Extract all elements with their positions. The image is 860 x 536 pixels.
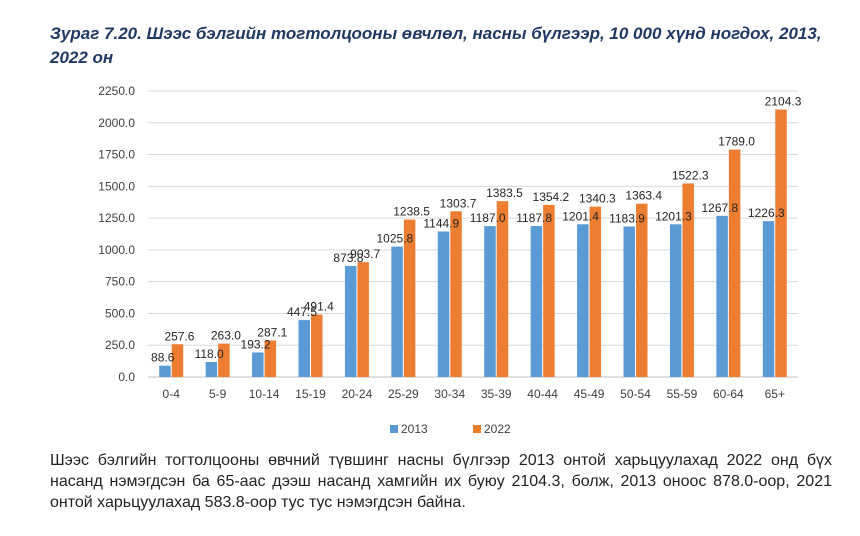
- data-label-2013: 1144.9: [423, 216, 459, 230]
- x-tick-label: 40-44: [527, 387, 558, 401]
- data-label-2013: 1201.3: [655, 209, 692, 223]
- data-label-2013: 193.2: [241, 337, 271, 351]
- data-label-2022: 1789.0: [718, 135, 755, 149]
- data-label-2022: 903.7: [350, 247, 380, 261]
- data-label-2022: 491.4: [304, 300, 334, 314]
- bar-2013: [623, 226, 635, 377]
- bar-2013: [484, 226, 496, 377]
- x-tick-label: 35-39: [481, 387, 512, 401]
- bar-2013: [298, 320, 310, 377]
- bar-2022: [496, 201, 509, 377]
- bar-2022: [636, 203, 648, 377]
- x-tick-label: 45-49: [574, 387, 605, 401]
- bar-2013: [530, 226, 543, 377]
- data-label-2022: 1354.2: [533, 190, 570, 204]
- legend-swatch-2022: [473, 425, 481, 433]
- y-tick-label: 500.0: [105, 306, 135, 320]
- x-tick-label: 0-4: [163, 387, 181, 401]
- x-axis-tick-labels: 0-4 5-9 10-14 15-19 20-24 25-29 30-34 35-39 40-4…: [163, 387, 785, 401]
- bar-2022: [775, 109, 787, 378]
- data-label-2022: 1522.3: [672, 168, 709, 182]
- y-tick-label: 2000.0: [98, 116, 135, 130]
- x-tick-label: 5-9: [209, 387, 227, 401]
- legend: 2013 2022: [390, 422, 511, 436]
- x-tick-label: 60-64: [713, 387, 744, 401]
- x-tick-label: 55-59: [667, 387, 698, 401]
- x-tick-label: 30-34: [434, 387, 465, 401]
- y-tick-label: 750.0: [105, 275, 135, 289]
- bar-2022: [682, 183, 694, 377]
- data-label-2013: 1025.8: [377, 232, 414, 246]
- y-tick-label: 250.0: [105, 338, 135, 352]
- chart-title: Зураг 7.20. Шээс бэлгийн тогтолцооны өвч…: [50, 24, 822, 67]
- x-tick-label: 20-24: [342, 387, 373, 401]
- bar-2013: [669, 224, 682, 377]
- bar-2013: [252, 352, 264, 377]
- bar-chart: 0.0 250.0 500.0 750.0 1000.0 1250.0 1500.0 1750…: [98, 84, 802, 436]
- data-label-2013: 1183.9: [609, 212, 645, 226]
- data-label-2013: 1226.3: [748, 206, 785, 220]
- data-label-2013: 1187.0: [470, 211, 506, 225]
- data-label-2013: 118.0: [195, 347, 224, 361]
- data-label-2022: 1363.4: [625, 189, 662, 203]
- x-tick-label: 10-14: [249, 387, 280, 401]
- data-label-2022: 1383.5: [486, 186, 523, 200]
- bar-2022: [218, 343, 230, 377]
- grid-lines: [148, 90, 798, 378]
- bar-2013: [762, 221, 775, 377]
- bar-2013: [577, 224, 589, 377]
- legend-swatch-2013: [390, 425, 398, 433]
- y-tick-label: 1500.0: [98, 179, 135, 193]
- data-label-2013: 1201.4: [562, 209, 599, 223]
- bar-2013: [716, 215, 728, 377]
- data-label-2022: 257.6: [164, 329, 194, 343]
- data-label-2022: 287.1: [257, 326, 287, 340]
- data-label-2022: 1303.7: [440, 196, 477, 210]
- data-label-2013: 447.5: [287, 305, 317, 319]
- bar-2022: [728, 149, 741, 377]
- data-label-2013: 873.8: [333, 251, 363, 265]
- bar-2022: [264, 340, 277, 377]
- y-axis-tick-labels: 0.0 250.0 500.0 750.0 1000.0 1250.0 1500.0 1750…: [98, 84, 135, 384]
- bar-2022: [589, 206, 602, 377]
- bar-2022: [450, 211, 462, 377]
- data-label-2013: 88.6: [151, 351, 175, 365]
- data-label-2022: 2104.3: [765, 95, 802, 109]
- data-label-2013: 1267.8: [702, 201, 739, 215]
- bar-2022: [311, 314, 323, 377]
- y-tick-label: 0.0: [118, 370, 135, 384]
- bar-2022: [357, 262, 369, 377]
- bar-2022: [403, 219, 416, 377]
- bar-2022: [543, 204, 555, 377]
- y-tick-label: 1750.0: [98, 148, 135, 162]
- x-tick-label: 25-29: [388, 387, 419, 401]
- data-label-2013: 1187.8: [516, 211, 552, 225]
- data-label-2022: 1340.3: [579, 192, 616, 206]
- x-tick-label: 50-54: [620, 387, 651, 401]
- data-label-2022: 263.0: [211, 329, 241, 343]
- description-text: Шээс бэлгийн тогтолцооны өвчний түвшинг …: [50, 452, 832, 511]
- bar-2013: [437, 231, 450, 377]
- y-tick-label: 2250.0: [98, 84, 135, 98]
- bars: [159, 109, 787, 378]
- legend-label-2013: 2013: [401, 422, 428, 436]
- legend-label-2022: 2022: [484, 422, 511, 436]
- y-tick-label: 1250.0: [98, 211, 135, 225]
- bar-2013: [391, 246, 403, 377]
- x-tick-label: 65+: [765, 387, 785, 401]
- bar-2013: [205, 362, 218, 377]
- data-label-2022: 1238.5: [393, 205, 430, 219]
- x-tick-label: 15-19: [295, 387, 326, 401]
- bar-2013: [159, 365, 171, 377]
- bar-2013: [344, 265, 357, 377]
- bar-2022: [171, 344, 184, 377]
- y-tick-label: 1000.0: [98, 243, 135, 257]
